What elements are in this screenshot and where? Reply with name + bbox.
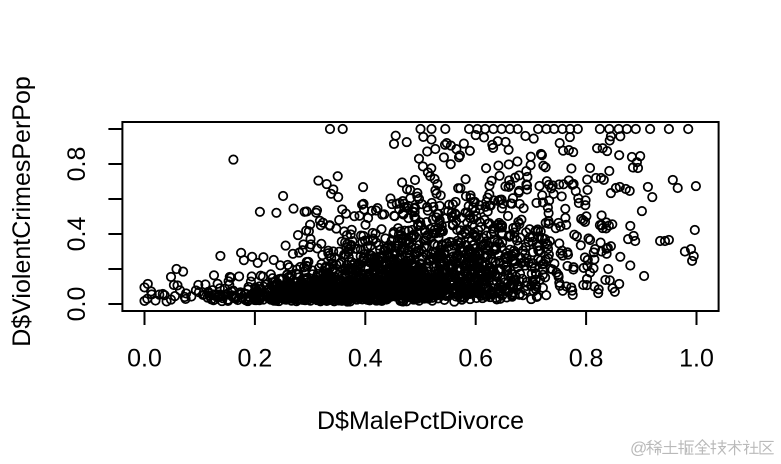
svg-text:0.0: 0.0 <box>127 345 162 373</box>
svg-text:1.0: 1.0 <box>679 345 714 373</box>
svg-text:0.6: 0.6 <box>458 345 493 373</box>
svg-text:0.0: 0.0 <box>63 287 91 322</box>
svg-text:D$MalePctDivorce: D$MalePctDivorce <box>317 407 524 435</box>
svg-text:0.8: 0.8 <box>569 345 604 373</box>
svg-text:0.4: 0.4 <box>348 345 383 373</box>
svg-text:0.8: 0.8 <box>63 147 91 182</box>
svg-text:0.2: 0.2 <box>238 345 273 373</box>
svg-text:@: @ <box>630 439 647 458</box>
svg-text:D$ViolentCrimesPerPop: D$ViolentCrimesPerPop <box>8 76 36 347</box>
svg-text:0.4: 0.4 <box>63 217 91 252</box>
